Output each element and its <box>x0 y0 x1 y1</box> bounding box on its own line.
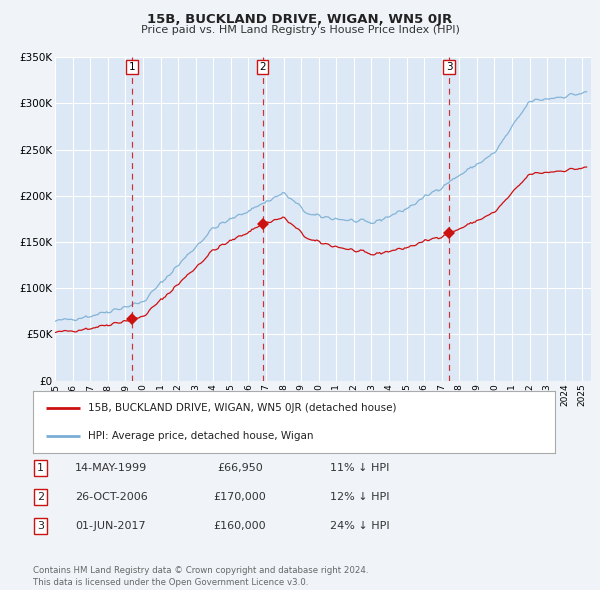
Text: HPI: Average price, detached house, Wigan: HPI: Average price, detached house, Wiga… <box>88 431 313 441</box>
Text: £170,000: £170,000 <box>214 492 266 502</box>
Text: 24% ↓ HPI: 24% ↓ HPI <box>330 521 390 531</box>
Text: 15B, BUCKLAND DRIVE, WIGAN, WN5 0JR: 15B, BUCKLAND DRIVE, WIGAN, WN5 0JR <box>148 13 452 26</box>
Text: 12% ↓ HPI: 12% ↓ HPI <box>330 492 390 502</box>
Text: 2: 2 <box>260 62 266 72</box>
Text: 15B, BUCKLAND DRIVE, WIGAN, WN5 0JR (detached house): 15B, BUCKLAND DRIVE, WIGAN, WN5 0JR (det… <box>88 403 397 413</box>
Text: 11% ↓ HPI: 11% ↓ HPI <box>331 463 389 473</box>
Text: £160,000: £160,000 <box>214 521 266 531</box>
Text: Contains HM Land Registry data © Crown copyright and database right 2024.
This d: Contains HM Land Registry data © Crown c… <box>33 566 368 587</box>
Text: 1: 1 <box>128 62 135 72</box>
Text: Price paid vs. HM Land Registry's House Price Index (HPI): Price paid vs. HM Land Registry's House … <box>140 25 460 35</box>
Text: 3: 3 <box>37 521 44 531</box>
Text: 2: 2 <box>37 492 44 502</box>
Text: 3: 3 <box>446 62 452 72</box>
Text: 01-JUN-2017: 01-JUN-2017 <box>76 521 146 531</box>
Text: 26-OCT-2006: 26-OCT-2006 <box>74 492 148 502</box>
Text: 14-MAY-1999: 14-MAY-1999 <box>75 463 147 473</box>
Text: 1: 1 <box>37 463 44 473</box>
Text: £66,950: £66,950 <box>217 463 263 473</box>
